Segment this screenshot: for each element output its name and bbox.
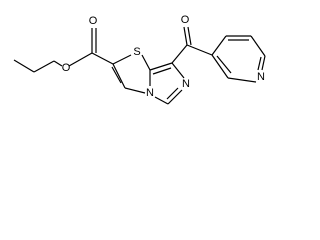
atom-label: N <box>182 78 190 90</box>
bond <box>187 26 192 46</box>
page: O O S N N O N (() => { const data = JSON… <box>13 13 266 105</box>
bond <box>112 54 132 65</box>
bond <box>68 52 93 67</box>
bond <box>33 60 55 73</box>
bond <box>171 44 188 64</box>
bond <box>167 89 183 105</box>
bond <box>91 52 114 65</box>
bond <box>149 62 173 71</box>
bond <box>186 44 213 56</box>
bond <box>227 77 257 83</box>
bond <box>250 35 266 57</box>
bond <box>216 55 232 74</box>
bond <box>211 35 227 56</box>
bond <box>141 54 151 71</box>
structure-diagram: O O S N N O N <box>13 14 266 105</box>
bond <box>111 66 122 84</box>
bond <box>261 55 266 71</box>
atom-label: O <box>181 14 190 26</box>
bond <box>166 87 179 100</box>
bond <box>257 56 262 71</box>
bond <box>13 59 35 73</box>
bond <box>211 54 229 79</box>
atom-label: O <box>62 62 71 74</box>
bond <box>152 67 172 75</box>
bonds <box>13 26 266 105</box>
atom-label: O <box>89 15 98 27</box>
atom-label: S <box>133 46 140 58</box>
bond <box>112 63 126 89</box>
bond <box>53 60 63 67</box>
bond <box>183 26 188 46</box>
atom-label: N <box>257 71 265 83</box>
atom-label: N <box>146 87 154 99</box>
bond <box>171 62 185 79</box>
bond <box>124 87 146 94</box>
bond <box>154 96 169 105</box>
